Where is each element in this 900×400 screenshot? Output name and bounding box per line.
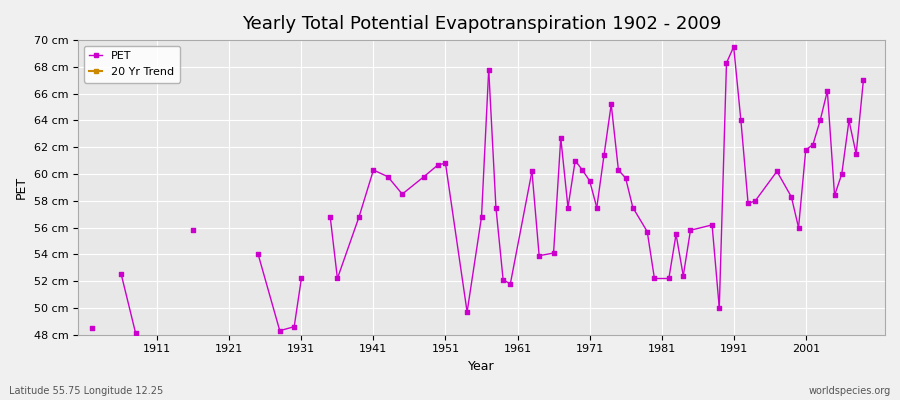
Point [798,147,813,153]
Point [669,231,683,238]
Point [582,178,597,184]
Point [611,167,625,173]
Point [251,251,266,258]
X-axis label: Year: Year [468,360,495,373]
Point [496,277,510,283]
Point [784,194,798,200]
Point [590,204,604,211]
Point [604,101,618,108]
Y-axis label: PET: PET [15,176,28,199]
Point [532,252,546,259]
Point [417,174,431,180]
Point [294,275,309,282]
Point [352,214,366,220]
Point [395,191,410,197]
Point [856,77,870,84]
Point [323,214,338,220]
Point [554,135,568,141]
Point [813,117,827,124]
Point [86,325,100,331]
Text: worldspecies.org: worldspecies.org [809,386,891,396]
Point [546,250,561,256]
Point [683,227,698,234]
Point [366,167,381,173]
Point [568,158,582,164]
Point [676,272,690,279]
Point [719,60,733,66]
Point [525,168,539,174]
Point [647,275,662,282]
Point [820,88,834,94]
Point [503,281,517,287]
Point [827,192,842,199]
Point [741,200,755,207]
Point [770,168,784,174]
Point [791,224,806,231]
Point [662,275,676,282]
Point [834,171,849,177]
Point [438,160,453,166]
Point [748,198,762,204]
Point [273,328,287,334]
Point [474,214,489,220]
Point [489,204,503,211]
Point [849,151,863,157]
Point [626,204,640,211]
Point [597,152,611,158]
Point [705,222,719,228]
Point [842,117,856,124]
Point [287,324,302,330]
Point [712,305,726,311]
Point [460,309,474,315]
Point [734,117,748,124]
Point [114,271,129,278]
Point [618,175,633,181]
Title: Yearly Total Potential Evapotranspiration 1902 - 2009: Yearly Total Potential Evapotranspiratio… [242,15,721,33]
Point [431,162,446,168]
Point [381,174,395,180]
Point [186,227,201,234]
Legend: PET, 20 Yr Trend: PET, 20 Yr Trend [84,46,180,82]
Text: Latitude 55.75 Longitude 12.25: Latitude 55.75 Longitude 12.25 [9,386,163,396]
Point [575,167,590,173]
Point [482,66,496,73]
Point [129,330,143,336]
Point [806,141,820,148]
Point [330,275,345,282]
Point [640,228,654,235]
Point [561,204,575,211]
Point [726,44,741,50]
